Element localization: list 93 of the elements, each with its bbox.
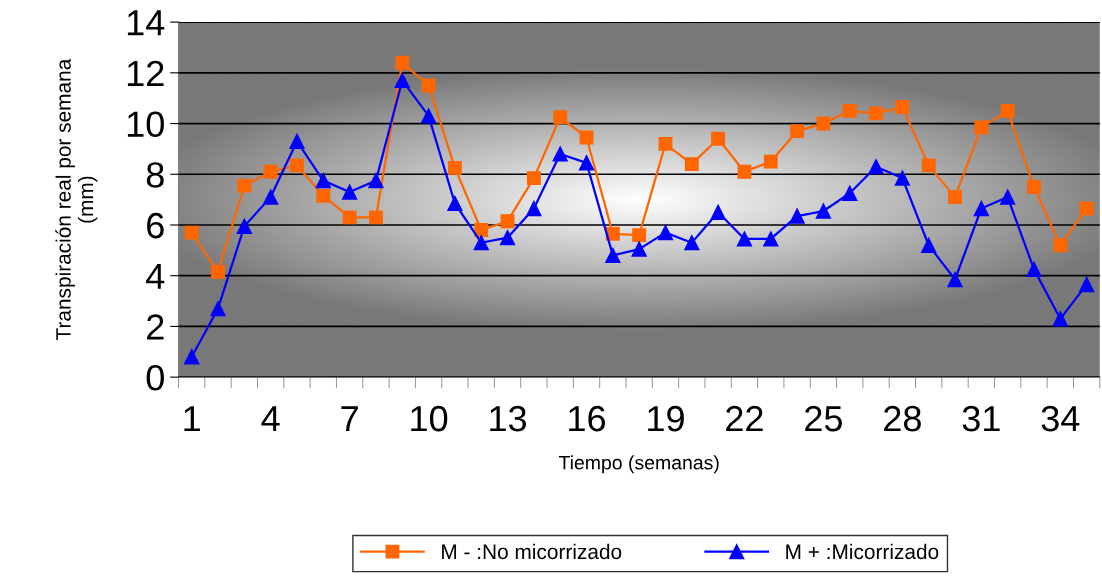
point [1052, 311, 1068, 327]
point [578, 155, 595, 171]
point [341, 184, 358, 200]
x-tick-label: 10 [411, 405, 448, 432]
point [684, 157, 699, 172]
y-tick-label: 8 [146, 162, 164, 188]
point [500, 214, 515, 229]
point [447, 195, 463, 212]
point [632, 228, 647, 243]
point [236, 218, 252, 234]
point [948, 190, 962, 205]
point [526, 200, 542, 217]
point [842, 185, 858, 201]
point [526, 171, 541, 186]
point [973, 200, 989, 217]
point [894, 170, 911, 186]
x-tick-label: 1 [184, 406, 200, 432]
x-tick-label: 16 [569, 405, 606, 432]
point [605, 226, 620, 241]
y-tick-label: 14 [127, 10, 165, 36]
x-tick-label: 4 [261, 406, 280, 432]
point [473, 235, 489, 251]
point [210, 301, 226, 317]
point [790, 124, 805, 139]
point [395, 55, 410, 70]
x-tick-label: 13 [490, 405, 527, 432]
point [842, 103, 857, 118]
point [290, 158, 304, 173]
point [657, 224, 674, 241]
point [710, 204, 726, 220]
point [947, 271, 963, 288]
y-tick-label: 0 [146, 365, 164, 391]
point [394, 72, 410, 89]
point [789, 208, 805, 224]
point [289, 133, 305, 149]
point [1078, 276, 1095, 293]
point [974, 120, 989, 135]
legend-label: M - :No micorrizado [442, 543, 622, 560]
point [474, 223, 489, 238]
point [895, 100, 910, 115]
point [736, 231, 753, 247]
point [263, 164, 278, 179]
point [868, 159, 884, 175]
point [711, 131, 726, 146]
legend-label: M + :Micorrizado [786, 543, 939, 560]
point [1079, 201, 1094, 216]
point [737, 164, 752, 179]
point [316, 188, 331, 203]
point [815, 203, 832, 219]
x-tick-label: 19 [648, 405, 684, 432]
y-tick-label: 4 [146, 263, 165, 289]
x-tick-label: 31 [962, 405, 1000, 432]
point [420, 108, 437, 124]
point [553, 110, 568, 125]
point [1027, 180, 1041, 194]
point [368, 210, 383, 225]
y-tick-label: 6 [147, 212, 164, 239]
point [869, 106, 884, 121]
point [1000, 189, 1016, 205]
point [368, 172, 384, 189]
point [211, 264, 225, 279]
point [184, 225, 199, 240]
point [1053, 238, 1068, 253]
x-axis-title: Tiempo (semanas) [558, 455, 719, 474]
point [816, 116, 831, 131]
point [237, 178, 252, 193]
y-tick-label: 10 [127, 111, 164, 137]
point [342, 210, 357, 225]
x-tick-label: 25 [805, 405, 842, 432]
point [499, 230, 516, 246]
point [605, 247, 621, 264]
point [315, 172, 331, 189]
x-tick-label: 28 [884, 405, 921, 432]
point [763, 231, 779, 247]
x-tick-label: 7 [341, 406, 358, 432]
x-tick-label: 22 [726, 405, 763, 432]
point [263, 189, 279, 205]
point [184, 349, 200, 365]
y-tick-label: 12 [127, 60, 164, 86]
point [421, 78, 436, 93]
point [447, 160, 462, 175]
point [921, 237, 937, 253]
point [631, 241, 647, 257]
point [552, 146, 568, 162]
point [763, 154, 778, 169]
point [921, 158, 936, 173]
x-tick-label: 34 [1041, 405, 1080, 432]
point [658, 136, 673, 151]
y-axis-title: Transpiración real por semana (mm) [55, 58, 98, 341]
point [1000, 103, 1015, 118]
point [1026, 261, 1042, 278]
y-tick-label: 2 [147, 314, 164, 340]
point [684, 235, 700, 251]
